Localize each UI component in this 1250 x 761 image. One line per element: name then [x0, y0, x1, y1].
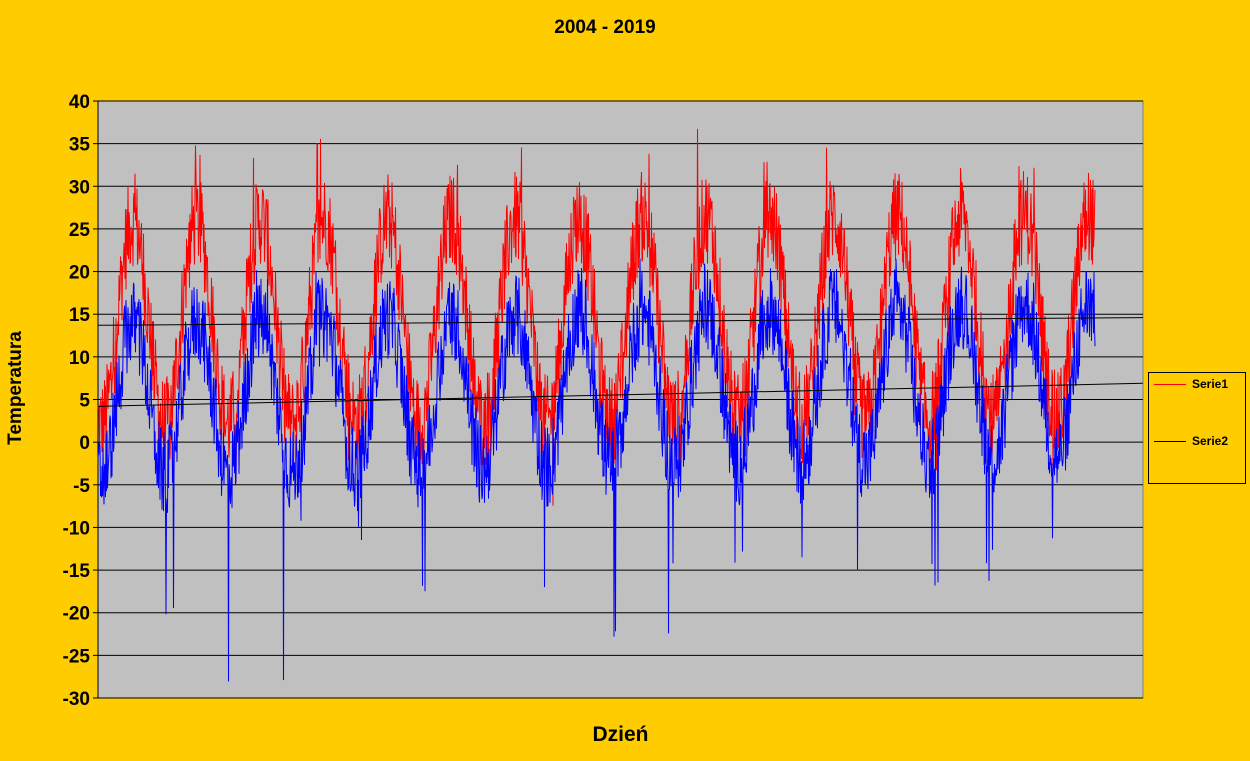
legend-item-serie1: Serie1 [1154, 377, 1228, 391]
y-tick-label: 15 [69, 305, 91, 326]
y-tick-label: -5 [73, 476, 90, 497]
trendline-serie1 [97, 317, 1144, 326]
y-tick-label: 20 [69, 263, 90, 284]
y-tick-label: 5 [79, 391, 90, 412]
y-tick-label: 40 [69, 92, 90, 113]
series-line-serie2 [97, 258, 1096, 682]
legend: Serie1 Serie2 [1148, 372, 1246, 484]
y-tick-label: -20 [63, 604, 90, 625]
y-tick-label: 10 [69, 348, 90, 369]
y-axis-label: Temperatura [5, 331, 26, 445]
y-tick-label: 0 [79, 433, 90, 454]
y-tick-label: -30 [63, 689, 90, 710]
y-tick-label: 30 [69, 177, 90, 198]
chart-title: 2004 - 2019 [554, 17, 656, 38]
y-tick-label: -25 [63, 646, 91, 667]
y-tick-label: -10 [63, 518, 90, 539]
trendlines [97, 317, 1144, 407]
x-axis-label: Dzień [592, 723, 649, 746]
series-layer [97, 128, 1096, 682]
legend-swatch-serie1 [1154, 383, 1186, 385]
legend-label-serie2: Serie2 [1192, 434, 1229, 448]
legend-swatch-serie2 [1154, 440, 1186, 442]
legend-label-serie1: Serie1 [1192, 377, 1229, 391]
y-tick-label: -15 [63, 561, 91, 582]
y-tick-label: 25 [69, 220, 91, 241]
trendline-serie2 [97, 382, 1144, 407]
y-tick-labels: 40 35 30 25 20 15 10 5 0 -5 -10 -15 -20 -25 -30 [63, 92, 91, 710]
legend-item-serie2: Serie2 [1154, 434, 1228, 448]
y-tick-label: 35 [69, 135, 91, 156]
